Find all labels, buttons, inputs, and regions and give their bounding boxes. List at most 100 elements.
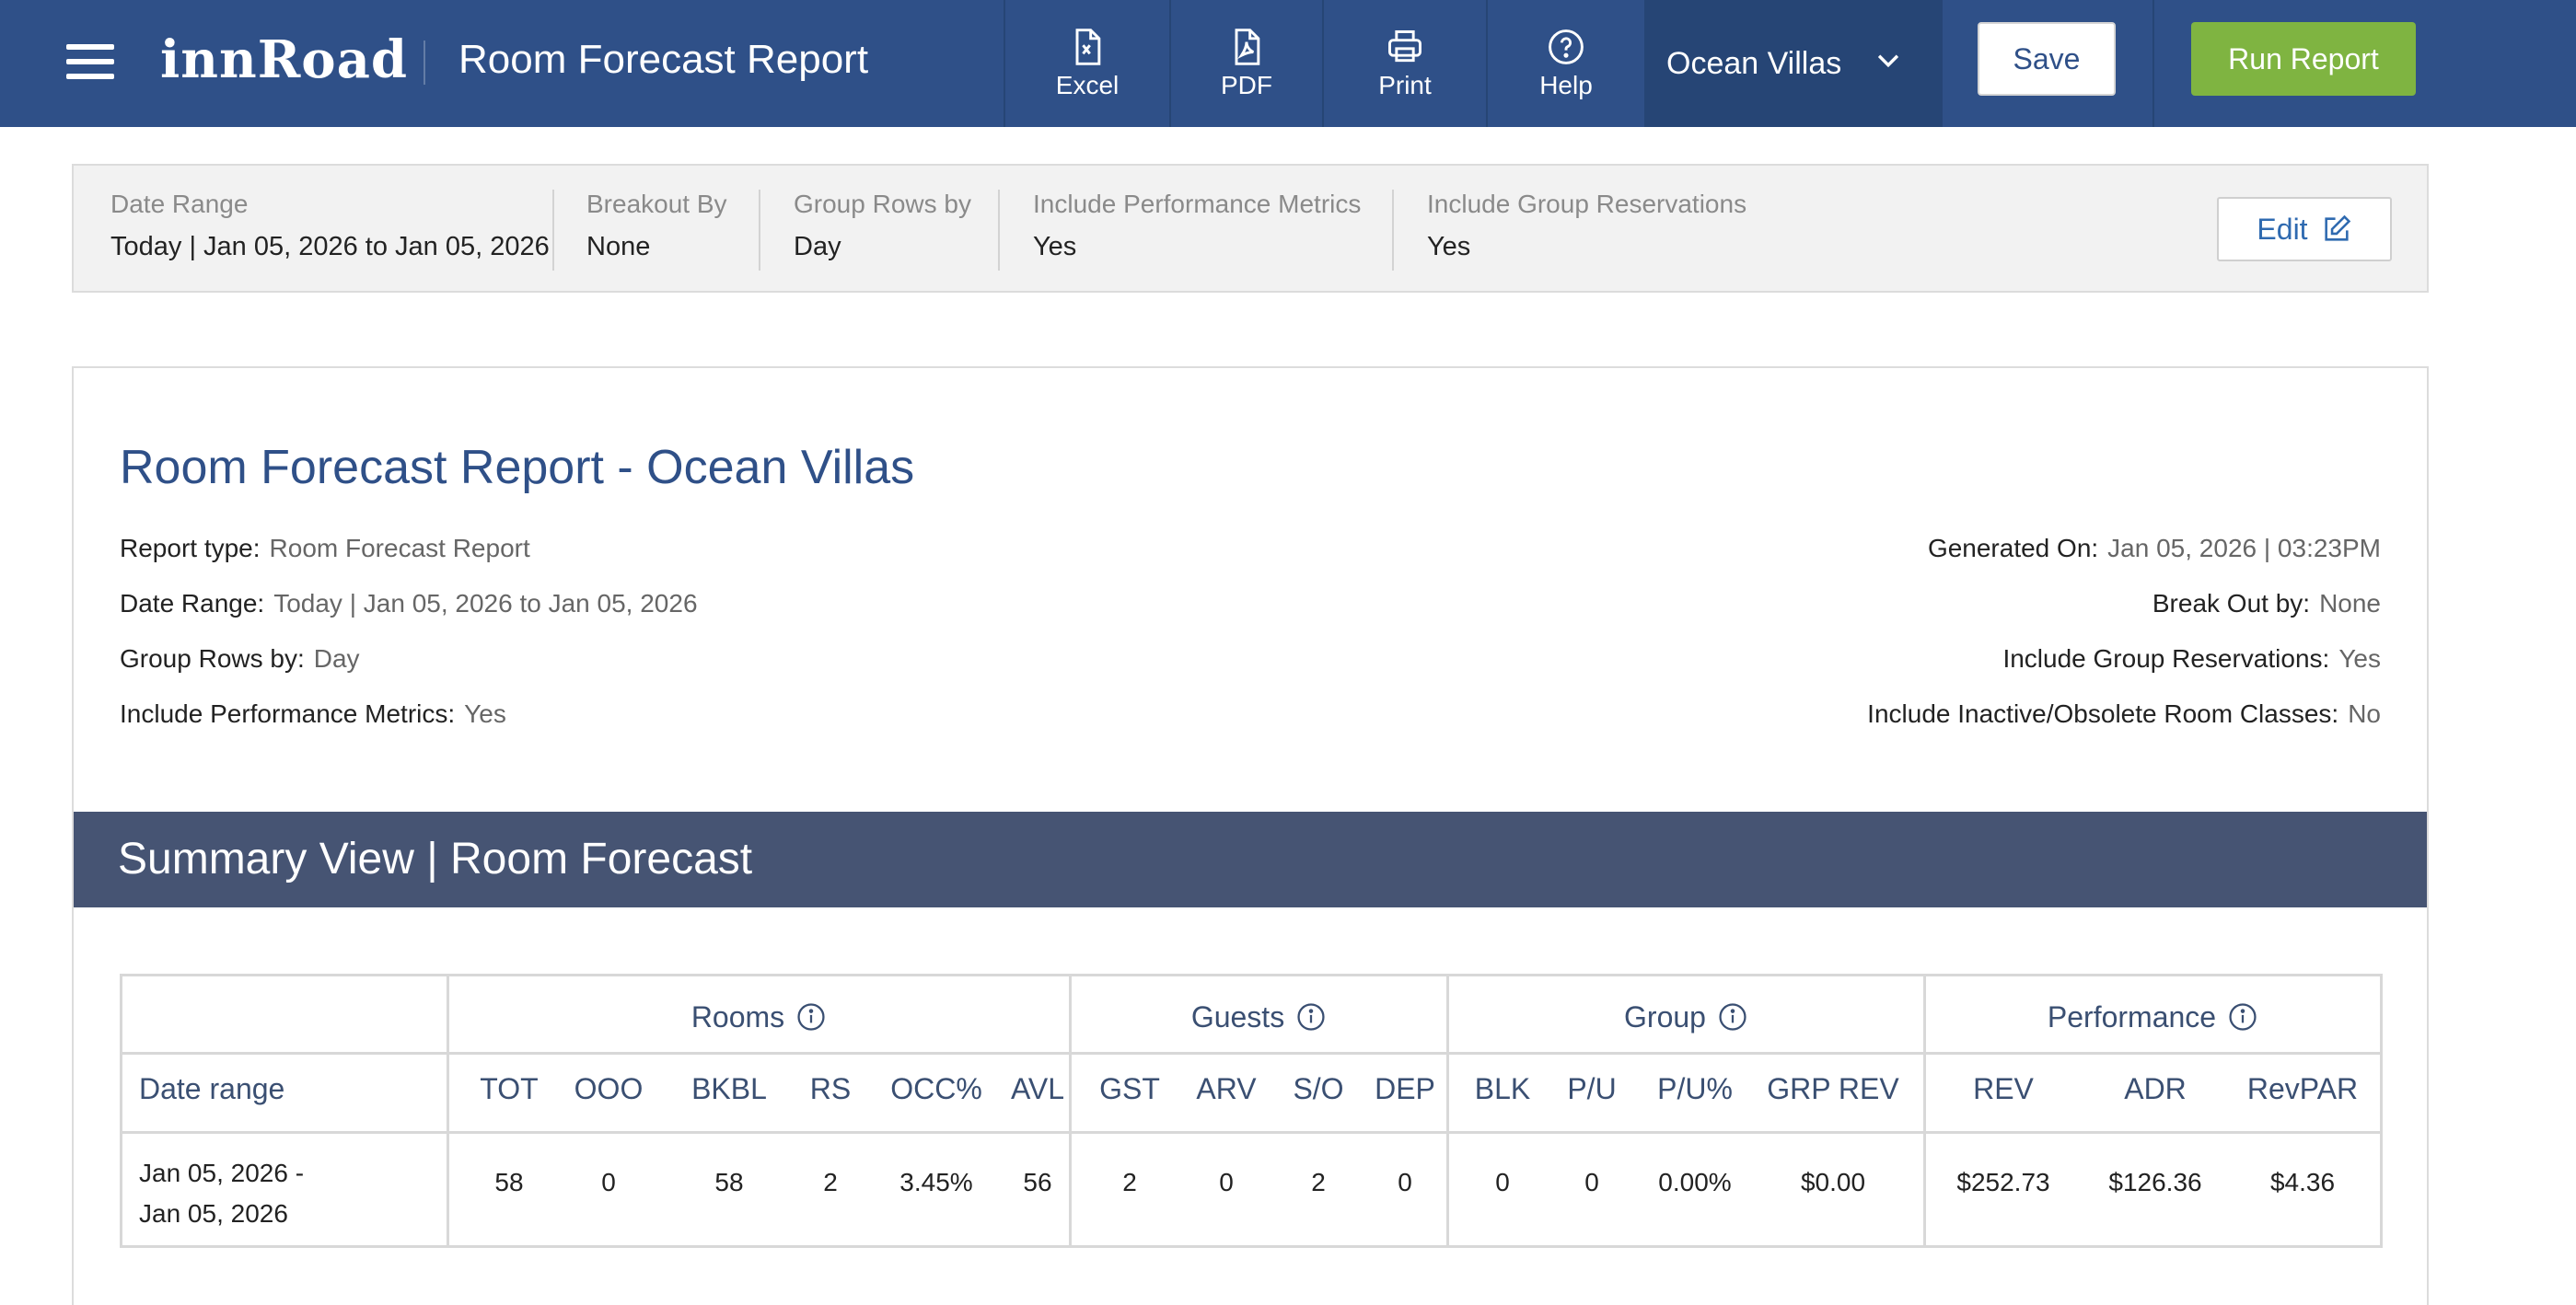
- cell-adr: $126.36: [2108, 1168, 2202, 1196]
- column-header-blk[interactable]: BLK: [1474, 1072, 1531, 1105]
- meta-key: Generated On:: [1927, 534, 2099, 562]
- cell-rev: $252.73: [1956, 1168, 2050, 1196]
- info-icon[interactable]: [2227, 1001, 2258, 1033]
- excel-label: Excel: [1055, 71, 1120, 99]
- cell-so: 2: [1311, 1168, 1326, 1196]
- table-divider: [122, 1131, 2380, 1134]
- cell-pu-pct: 0.00%: [1658, 1168, 1732, 1196]
- column-header-gst[interactable]: GST: [1099, 1072, 1160, 1105]
- cell-gst: 2: [1122, 1168, 1137, 1196]
- criteria-label: Group Rows by: [794, 190, 971, 218]
- meta-key: Include Inactive/Obsolete Room Classes:: [1867, 699, 2339, 728]
- meta-key: Include Performance Metrics:: [120, 699, 456, 728]
- help-button[interactable]: Help: [1486, 0, 1644, 127]
- innroad-logo[interactable]: innRoad: [160, 29, 409, 90]
- hamburger-menu-icon[interactable]: [66, 44, 114, 81]
- criteria-divider: [998, 190, 1000, 271]
- meta-key: Date Range:: [120, 589, 265, 618]
- edit-icon: [2324, 214, 2350, 241]
- criteria-value: Yes: [1427, 232, 1471, 261]
- page-title: Room Forecast Report: [458, 37, 869, 82]
- meta-generated-on: Generated On: Jan 05, 2026 | 03:23PM: [1928, 534, 2381, 563]
- pdf-file-icon: [1235, 29, 1260, 65]
- column-header-rev[interactable]: REV: [1973, 1072, 2034, 1105]
- property-selected-value: Ocean Villas: [1666, 45, 1842, 81]
- edit-label: Edit: [2257, 212, 2308, 246]
- column-header-avl[interactable]: AVL: [1010, 1072, 1065, 1105]
- meta-value: Jan 05, 2026 | 03:23PM: [2107, 534, 2381, 562]
- meta-report-type: Report type: Room Forecast Report: [120, 534, 530, 563]
- export-pdf-button[interactable]: PDF: [1169, 0, 1322, 127]
- column-header-grp-rev[interactable]: GRP REV: [1767, 1072, 1899, 1105]
- cell-occ-pct: 3.45%: [899, 1168, 973, 1196]
- excel-file-icon: [1075, 29, 1101, 65]
- report-title: Room Forecast Report - Ocean Villas: [120, 441, 915, 494]
- info-icon[interactable]: [795, 1001, 827, 1033]
- table-row-date-range: Jan 05, 2026 - Jan 05, 2026: [139, 1153, 304, 1234]
- column-header-tot[interactable]: TOT: [480, 1072, 539, 1105]
- report-container: Room Forecast Report - Ocean Villas Repo…: [72, 366, 2429, 1305]
- group-header-group: Group: [1449, 995, 1923, 1039]
- table-divider: [1069, 976, 1072, 1245]
- cell-grp-rev: $0.00: [1800, 1168, 1866, 1196]
- criteria-include-performance: Include Performance Metrics Yes: [1033, 190, 1361, 262]
- column-header-date-range[interactable]: Date range: [139, 1072, 285, 1105]
- criteria-date-range: Date Range Today | Jan 05, 2026 to Jan 0…: [110, 190, 550, 262]
- meta-group-rows-by: Group Rows by: Day: [120, 644, 360, 674]
- table-divider: [447, 976, 449, 1245]
- group-header-label: Rooms: [690, 999, 785, 1034]
- edit-criteria-button[interactable]: Edit: [2217, 197, 2392, 261]
- criteria-value: Yes: [1033, 232, 1077, 261]
- pdf-label: PDF: [1221, 71, 1272, 99]
- cell-arv: 0: [1219, 1168, 1234, 1196]
- criteria-label: Include Performance Metrics: [1033, 190, 1362, 218]
- criteria-divider: [759, 190, 760, 271]
- property-dropdown[interactable]: Ocean Villas: [1644, 0, 1943, 127]
- printer-icon: [1388, 30, 1421, 63]
- criteria-divider: [552, 190, 554, 271]
- save-button[interactable]: Save: [1978, 22, 2116, 96]
- date-start: Jan 05, 2026 -: [139, 1159, 305, 1187]
- meta-value: None: [2319, 589, 2381, 618]
- meta-include-inactive-room-classes: Include Inactive/Obsolete Room Classes: N…: [1867, 699, 2381, 729]
- column-header-arv[interactable]: ARV: [1196, 1072, 1257, 1105]
- meta-break-out-by: Break Out by: None: [2152, 589, 2381, 618]
- column-header-pu-pct[interactable]: P/U%: [1657, 1072, 1733, 1105]
- column-header-ooo[interactable]: OOO: [574, 1072, 644, 1105]
- help-label: Help: [1539, 71, 1593, 99]
- column-header-dep[interactable]: DEP: [1375, 1072, 1435, 1105]
- meta-include-group-reservations: Include Group Reservations: Yes: [2002, 644, 2381, 674]
- print-button[interactable]: Print: [1322, 0, 1486, 127]
- report-criteria-bar: Date Range Today | Jan 05, 2026 to Jan 0…: [72, 164, 2429, 293]
- summary-view-title: Summary View | Room Forecast: [118, 835, 753, 883]
- column-header-so[interactable]: S/O: [1293, 1072, 1344, 1105]
- column-header-revpar[interactable]: RevPAR: [2246, 1072, 2359, 1105]
- meta-key: Group Rows by:: [120, 644, 305, 673]
- criteria-divider: [1392, 190, 1394, 271]
- cell-ooo: 0: [601, 1168, 616, 1196]
- criteria-value: None: [586, 232, 651, 261]
- meta-value: Day: [313, 644, 360, 673]
- column-header-bkbl[interactable]: BKBL: [691, 1072, 767, 1105]
- question-circle-icon: [1549, 29, 1584, 64]
- top-navigation-bar: innRoad Room Forecast Report Excel PDF P…: [0, 0, 2576, 127]
- criteria-label: Date Range: [110, 190, 249, 218]
- cell-avl: 56: [1023, 1168, 1052, 1196]
- column-header-pu[interactable]: P/U: [1567, 1072, 1617, 1105]
- info-icon[interactable]: [1717, 1001, 1748, 1033]
- group-header-performance: Performance: [1926, 995, 2380, 1039]
- info-icon[interactable]: [1295, 1001, 1327, 1033]
- group-header-label: Group: [1624, 999, 1706, 1034]
- table-divider: [122, 1052, 2380, 1055]
- cell-bkbl: 58: [714, 1168, 744, 1196]
- table-divider: [1923, 976, 1926, 1245]
- export-excel-button[interactable]: Excel: [1004, 0, 1169, 127]
- cell-tot: 58: [494, 1168, 524, 1196]
- criteria-value: Today | Jan 05, 2026 to Jan 05, 2026: [110, 232, 550, 261]
- meta-key: Include Group Reservations:: [2002, 644, 2330, 673]
- column-header-rs[interactable]: RS: [809, 1072, 852, 1105]
- run-report-button[interactable]: Run Report: [2191, 22, 2416, 96]
- column-header-occ-pct[interactable]: OCC%: [890, 1072, 982, 1105]
- criteria-label: Include Group Reservations: [1427, 190, 1747, 218]
- column-header-adr[interactable]: ADR: [2124, 1072, 2187, 1105]
